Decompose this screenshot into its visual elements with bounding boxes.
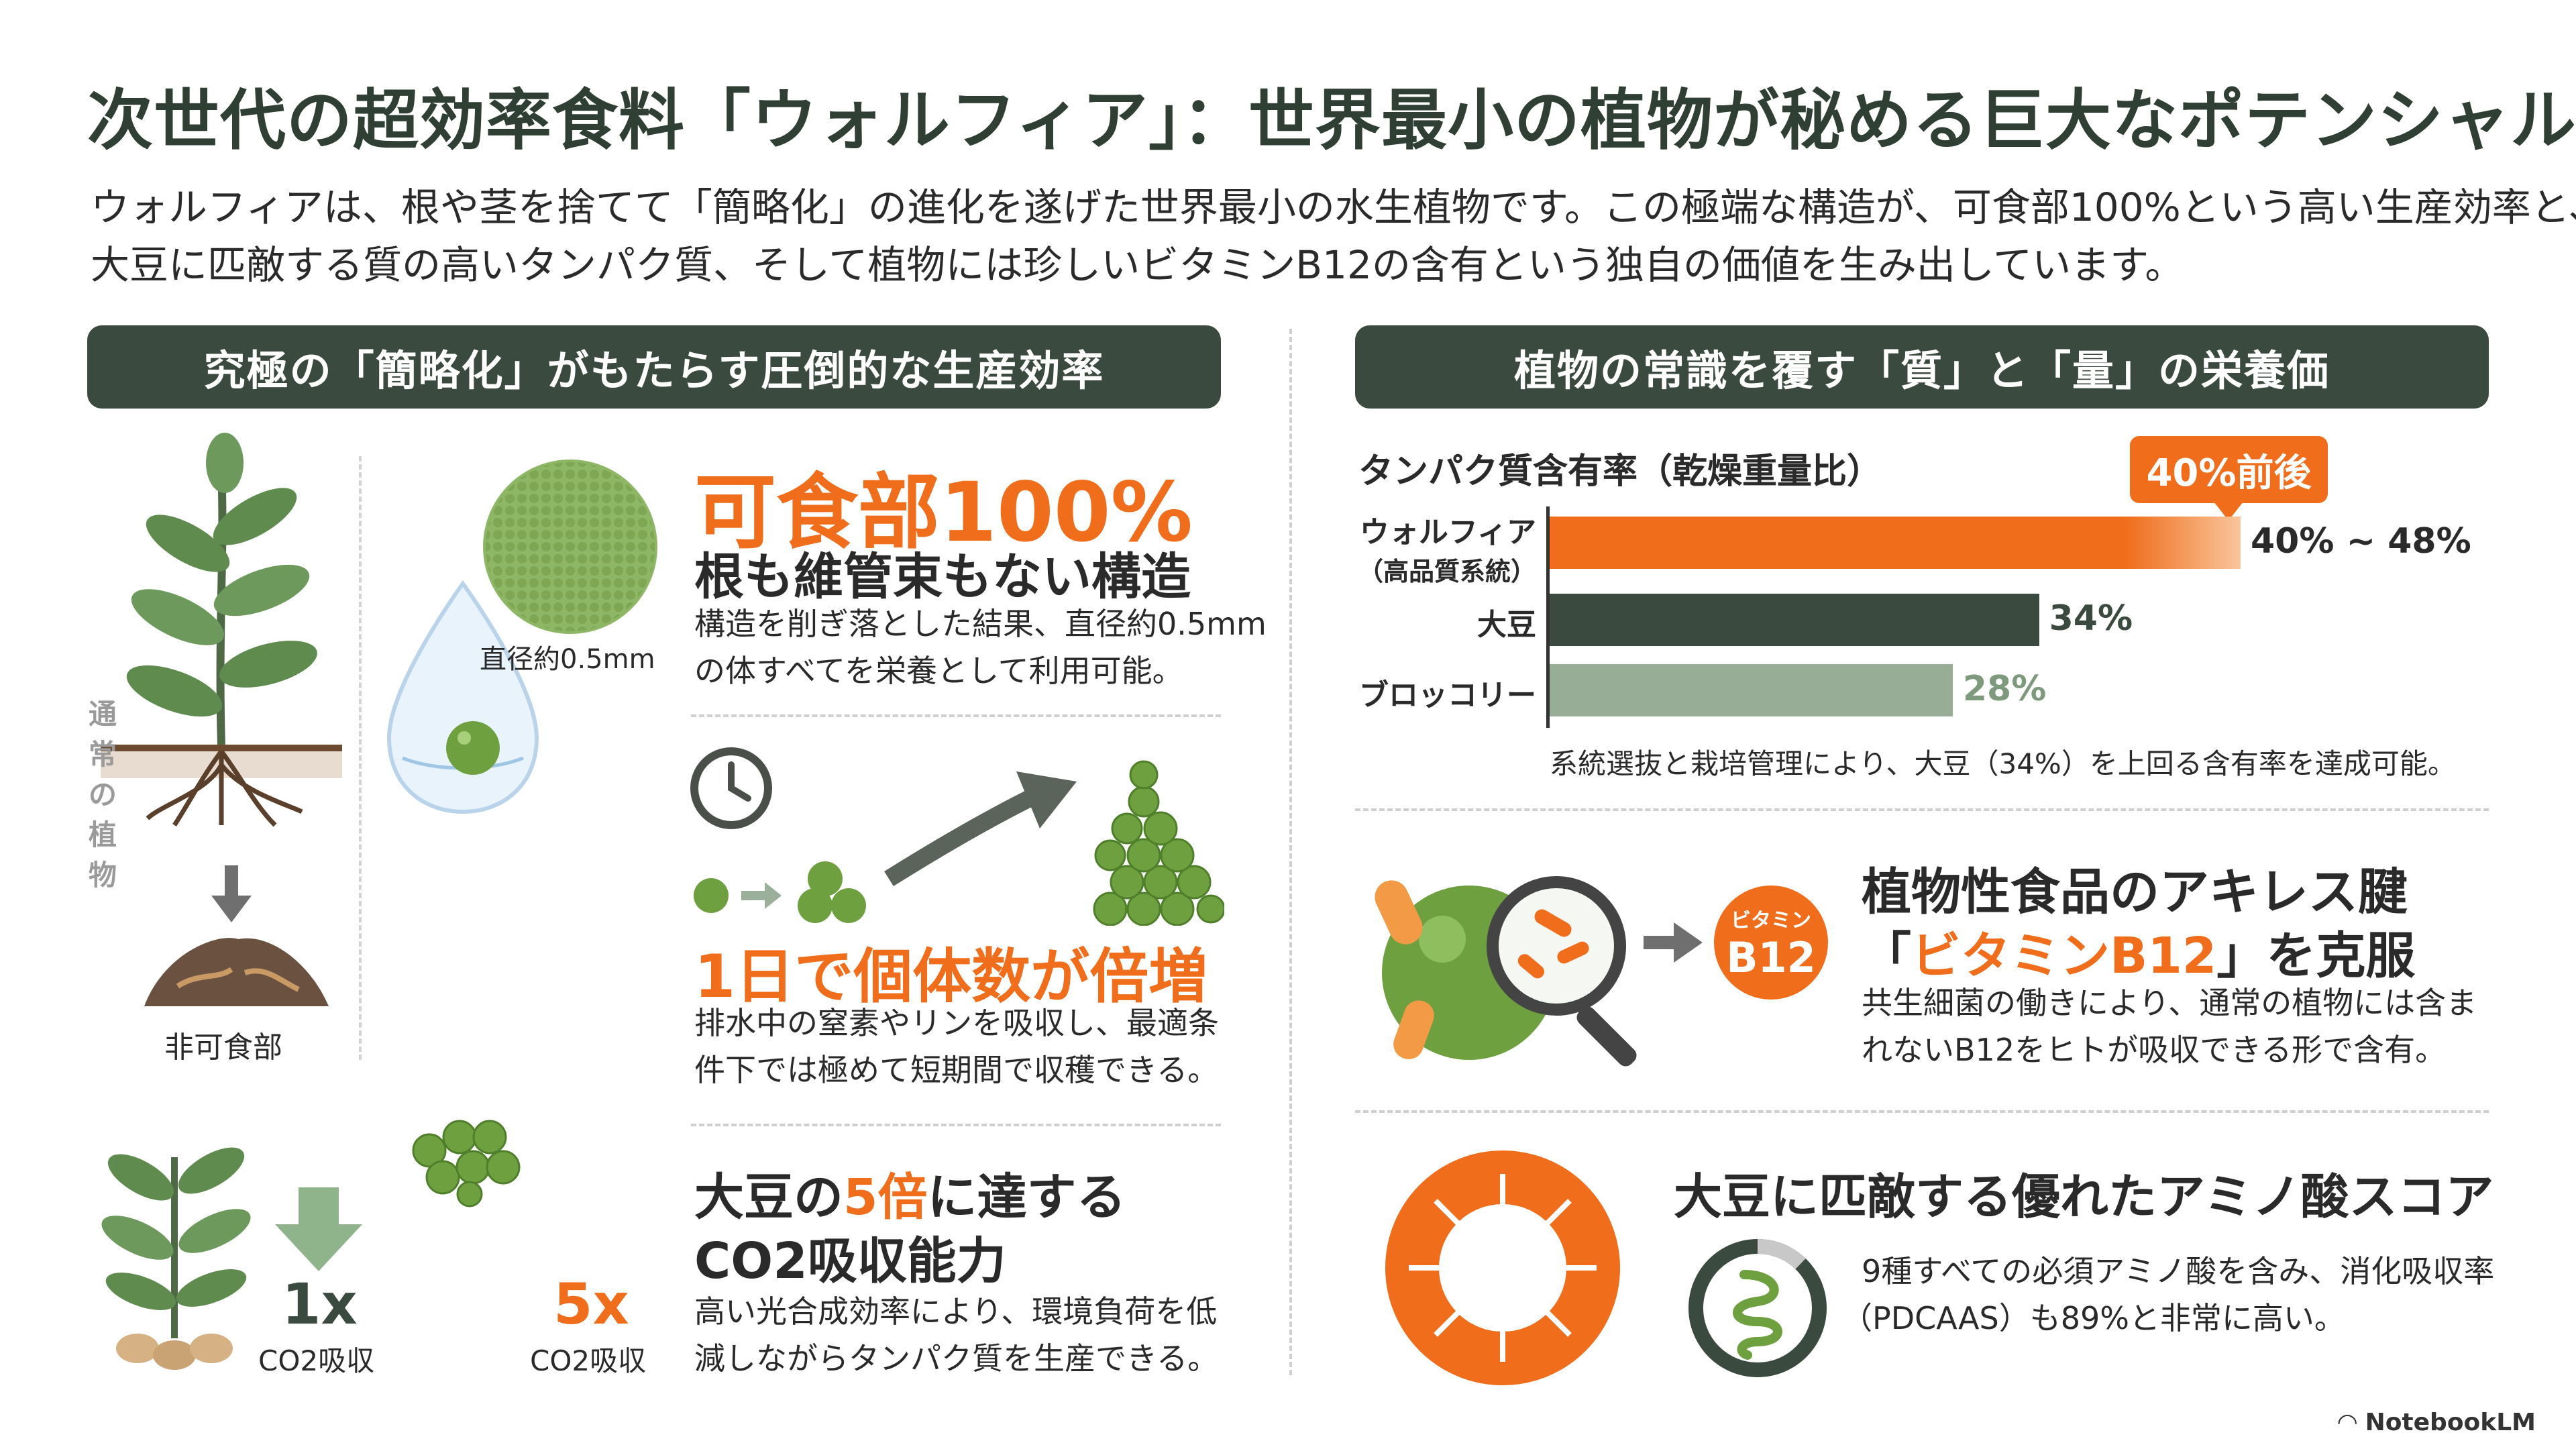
no-root-structure-heading: 根も維管束もない構造 — [694, 548, 1191, 606]
soybean-co2-label: CO2吸収 — [258, 1344, 375, 1377]
bar-broccoli — [1550, 664, 1953, 716]
intestine-icon — [1733, 1270, 1782, 1360]
block2-text-line-1: 排水中の窒素やリンを吸収し、最適条 — [694, 1005, 1219, 1041]
normal-plant-icon — [101, 433, 342, 827]
block2-text-line-2: 件下では極めて短期間で収穫できる。 — [694, 1052, 1219, 1088]
arrow-down-icon — [211, 865, 252, 922]
bar-wolffia — [1550, 517, 2241, 569]
b12-text-line-2: れないB12をヒトが吸収できる形で含有。 — [1862, 1032, 2447, 1068]
b12-text-line-1: 共生細菌の働きにより、通常の植物には含ま — [1862, 985, 2477, 1021]
bar-soybean — [1550, 594, 2039, 646]
diameter-label: 直径約0.5mm — [480, 644, 655, 675]
right-section-header: 植物の常識を覆す「質」と「量」の栄養価 — [1355, 325, 2489, 409]
left-divider-1 — [691, 714, 1221, 717]
co2-heading-line-2: CO2吸収能力 — [694, 1232, 1006, 1290]
notebooklm-brand: ◠ NotebookLM — [2338, 1409, 2536, 1436]
intro-text-line-1: ウォルフィアは、根や茎を捨てて「簡略化」の進化を遂げた世界最小の水生植物です。こ… — [91, 184, 2576, 230]
block1-text-line-2: の体すべてを栄養として利用可能。 — [694, 653, 1183, 689]
bar-label-wolffia: ウォルフィア （高品質系統） — [1357, 515, 1536, 586]
bacteria-icon — [1375, 880, 1434, 1059]
bar-label-soybean: 大豆 — [1477, 608, 1536, 642]
chart-axis-line — [1546, 506, 1550, 728]
plant-divider — [359, 456, 362, 1060]
right-divider-1 — [1355, 808, 2489, 811]
block1-text-line-1: 構造を削ぎ落とした結果、直径約0.5mm — [694, 606, 1267, 642]
wolffia-co2-label: CO2吸収 — [530, 1344, 647, 1377]
digestion-gauge-icon — [1688, 1239, 1827, 1377]
arrow-right-icon — [1644, 922, 1703, 963]
page-title: 次世代の超効率食料「ウォルフィア」：世界最小の植物が秘める巨大なポテンシャル — [87, 83, 2576, 159]
water-droplet-icon — [386, 580, 539, 814]
normal-plant-vertical-label: 通 常 の 植 物 — [88, 698, 117, 892]
vitamin-b12-badge: ビタミン B12 — [1714, 885, 1828, 1000]
block3-text-line-2: 減しながらタンパク質を生産できる。 — [694, 1340, 1219, 1377]
co2-arrow-down-icon — [275, 1187, 362, 1271]
soybean-co2-multiplier: 1x — [282, 1271, 358, 1337]
soil-pile-icon — [144, 938, 329, 1006]
magnifying-glass-icon — [1487, 876, 1637, 1067]
b12-heading-line-2: 「ビタミンB12」を克服 — [1862, 927, 2416, 985]
bar-label-broccoli: ブロッコリー — [1359, 678, 1536, 712]
amino-text-line-2: （PDCAAS）も89%と非常に高い。 — [1841, 1300, 2345, 1336]
edible-100-highlight: 可食部100% — [694, 465, 1193, 560]
bar-value-wolffia: 40% ~ 48% — [2251, 521, 2471, 561]
wolffia-cluster-icon — [412, 1120, 521, 1208]
wolffia-co2-multiplier: 5x — [553, 1271, 629, 1337]
inedible-part-label: 非可食部 — [164, 1030, 282, 1065]
b12-heading-line-1: 植物性食品のアキレス腱 — [1862, 863, 2408, 921]
left-divider-2 — [691, 1124, 1221, 1126]
protein-chart-title: タンパク質含有率（乾燥重量比） — [1358, 451, 1882, 492]
bar-value-soybean: 34% — [2049, 598, 2133, 639]
notebooklm-logo-icon: ◠ — [2338, 1409, 2365, 1436]
daily-doubling-highlight: 1日で個体数が倍増 — [694, 942, 1208, 1011]
left-section-header: 究極の「簡略化」がもたらす圧倒的な生産効率 — [87, 325, 1221, 409]
growth-doubling-illustration — [690, 747, 1224, 926]
co2-heading-line-1: 大豆の5倍に達する — [694, 1169, 1126, 1226]
wolffia-closeup-icon — [483, 460, 657, 634]
protein-chart-note: 系統選抜と栽培管理により、大豆（34%）を上回る含有率を達成可能。 — [1550, 747, 2456, 780]
wolffia-magnifier-illustration — [1375, 876, 1637, 1067]
block3-text-line-1: 高い光合成効率により、環境負荷を低 — [694, 1293, 1218, 1330]
around-40-badge: 40%前後 — [2130, 436, 2328, 521]
protein-bar-chart: ウォルフィア （高品質系統） 大豆 ブロッコリー 40% ~ 48% 34% 2… — [1355, 506, 2509, 728]
amino-acid-heading: 大豆に匹敵する優れたアミノ酸スコア — [1674, 1169, 2494, 1225]
amino-acid-ring-icon — [1385, 1150, 1620, 1385]
amino-text-line-1: 9種すべての必須アミノ酸を含み、消化吸収率 — [1862, 1253, 2495, 1289]
soybean-plant-icon — [101, 1147, 251, 1370]
clock-icon — [690, 747, 772, 829]
bar-value-broccoli: 28% — [1962, 669, 2047, 709]
column-divider — [1289, 329, 1292, 1375]
intro-text-line-2: 大豆に匹敵する質の高いタンパク質、そして植物には珍しいビタミンB12の含有という… — [91, 242, 2184, 288]
right-divider-2 — [1355, 1110, 2489, 1113]
